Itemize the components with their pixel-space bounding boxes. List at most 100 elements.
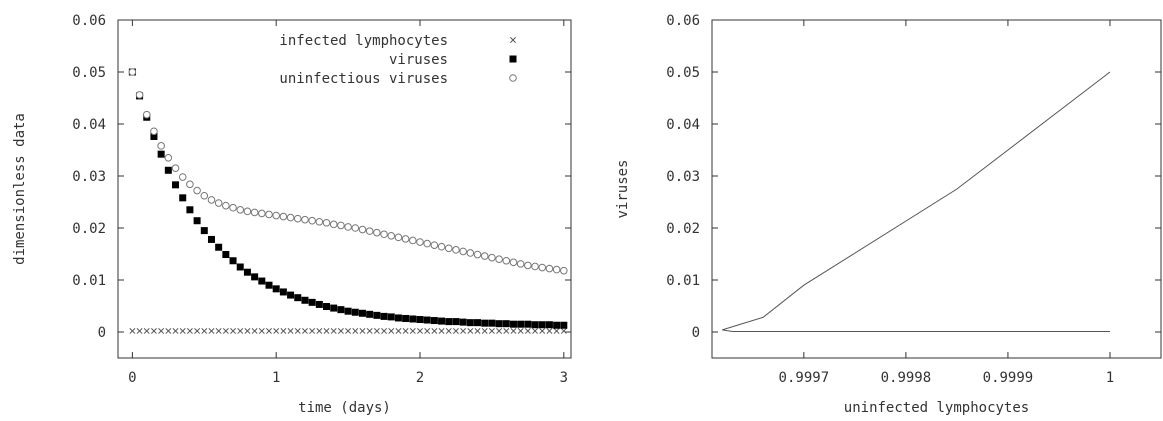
data-point (179, 194, 187, 202)
series-infected-lymphocytes (129, 328, 567, 334)
data-point (236, 206, 245, 214)
data-point (467, 328, 474, 334)
data-point (358, 225, 367, 234)
data-point (480, 252, 489, 260)
data-point (150, 132, 158, 140)
data-point (452, 328, 459, 334)
data-point (488, 328, 495, 334)
plot-frame (117, 19, 572, 359)
data-point (128, 68, 137, 76)
trajectory-line (722, 71, 1111, 332)
data-point (509, 74, 517, 82)
data-point (473, 250, 482, 259)
data-point (409, 328, 416, 334)
data-point (424, 328, 431, 334)
y-tick-label: 0.03 (72, 169, 106, 185)
data-point (409, 236, 417, 245)
data-point (329, 220, 338, 229)
phase-plot-panel: 0 0.01 0.02 0.03 0.04 0.05 0.06 0.9997 0.9998 0.9… (615, 13, 1162, 416)
y-tick-label: 0.04 (72, 117, 106, 133)
x-tick-label: 1 (272, 370, 280, 386)
data-point (459, 318, 467, 326)
time-series-panel: 0 0.01 0.02 0.03 0.04 0.05 0.06 0 1 2 3 time (days)… (12, 13, 572, 416)
data-point (279, 212, 288, 221)
data-point (157, 150, 165, 158)
data-point (380, 312, 388, 320)
data-point (509, 55, 517, 63)
data-point (250, 208, 259, 217)
data-point (423, 316, 431, 324)
data-point (194, 328, 201, 334)
data-point (157, 142, 165, 150)
data-point (186, 180, 194, 189)
data-point (230, 328, 237, 334)
data-point (445, 328, 452, 334)
data-point (323, 303, 331, 311)
y-tick-label: 0.02 (666, 221, 700, 237)
data-point (352, 328, 359, 334)
data-point (401, 235, 410, 243)
data-point (431, 328, 438, 334)
data-point (251, 328, 258, 334)
data-point (366, 328, 373, 334)
data-point (214, 199, 223, 207)
data-point (524, 261, 532, 270)
data-point (193, 217, 201, 225)
data-point (546, 328, 553, 334)
data-point (510, 37, 516, 43)
data-point (538, 263, 547, 272)
data-point (444, 244, 453, 253)
data-point (315, 300, 323, 308)
y-tick-label: 0.01 (72, 273, 106, 289)
data-point (337, 221, 345, 230)
data-point (481, 328, 488, 334)
data-point (243, 207, 252, 216)
data-point (395, 328, 402, 334)
data-point (301, 296, 309, 304)
data-point (509, 258, 518, 267)
data-point (459, 247, 467, 256)
data-point (358, 309, 366, 317)
legend: infected lymphocytes viruses uninfectious … (279, 33, 517, 87)
data-point (265, 210, 273, 219)
data-point (488, 319, 496, 327)
data-point (229, 203, 237, 212)
data-point (315, 217, 324, 226)
data-point (380, 230, 388, 239)
data-point (460, 328, 467, 334)
data-point (294, 328, 301, 334)
data-point (381, 328, 388, 334)
data-point (387, 232, 396, 240)
data-point (222, 201, 230, 210)
data-point (171, 164, 180, 172)
data-point (280, 328, 287, 334)
y-tick-label: 0 (98, 325, 106, 341)
x-tick-label: 0.9999 (983, 370, 1034, 386)
data-point (438, 317, 446, 325)
data-point (337, 328, 344, 334)
legend-label: viruses (389, 52, 448, 68)
x-tick-label: 0.9998 (881, 370, 932, 386)
series-uninfectious-viruses (128, 68, 568, 275)
data-point (215, 328, 222, 334)
y-tick-label: 0.06 (666, 13, 700, 29)
data-point (286, 213, 295, 222)
data-point (165, 328, 172, 334)
x-tick-label: 3 (560, 370, 568, 386)
y-tick-label: 0.01 (666, 273, 700, 289)
data-point (323, 328, 330, 334)
data-point (308, 298, 316, 306)
plot-frame (711, 19, 1162, 359)
x-tick-label: 1 (1106, 370, 1114, 386)
y-tick-label: 0.05 (72, 65, 106, 81)
y-tick-label: 0.05 (666, 65, 700, 81)
data-point (417, 328, 423, 334)
data-point (452, 246, 460, 254)
data-point (193, 186, 201, 195)
data-point (474, 319, 482, 327)
data-point (316, 328, 323, 334)
data-point (365, 227, 374, 235)
data-point (416, 316, 424, 324)
data-point (488, 253, 496, 262)
